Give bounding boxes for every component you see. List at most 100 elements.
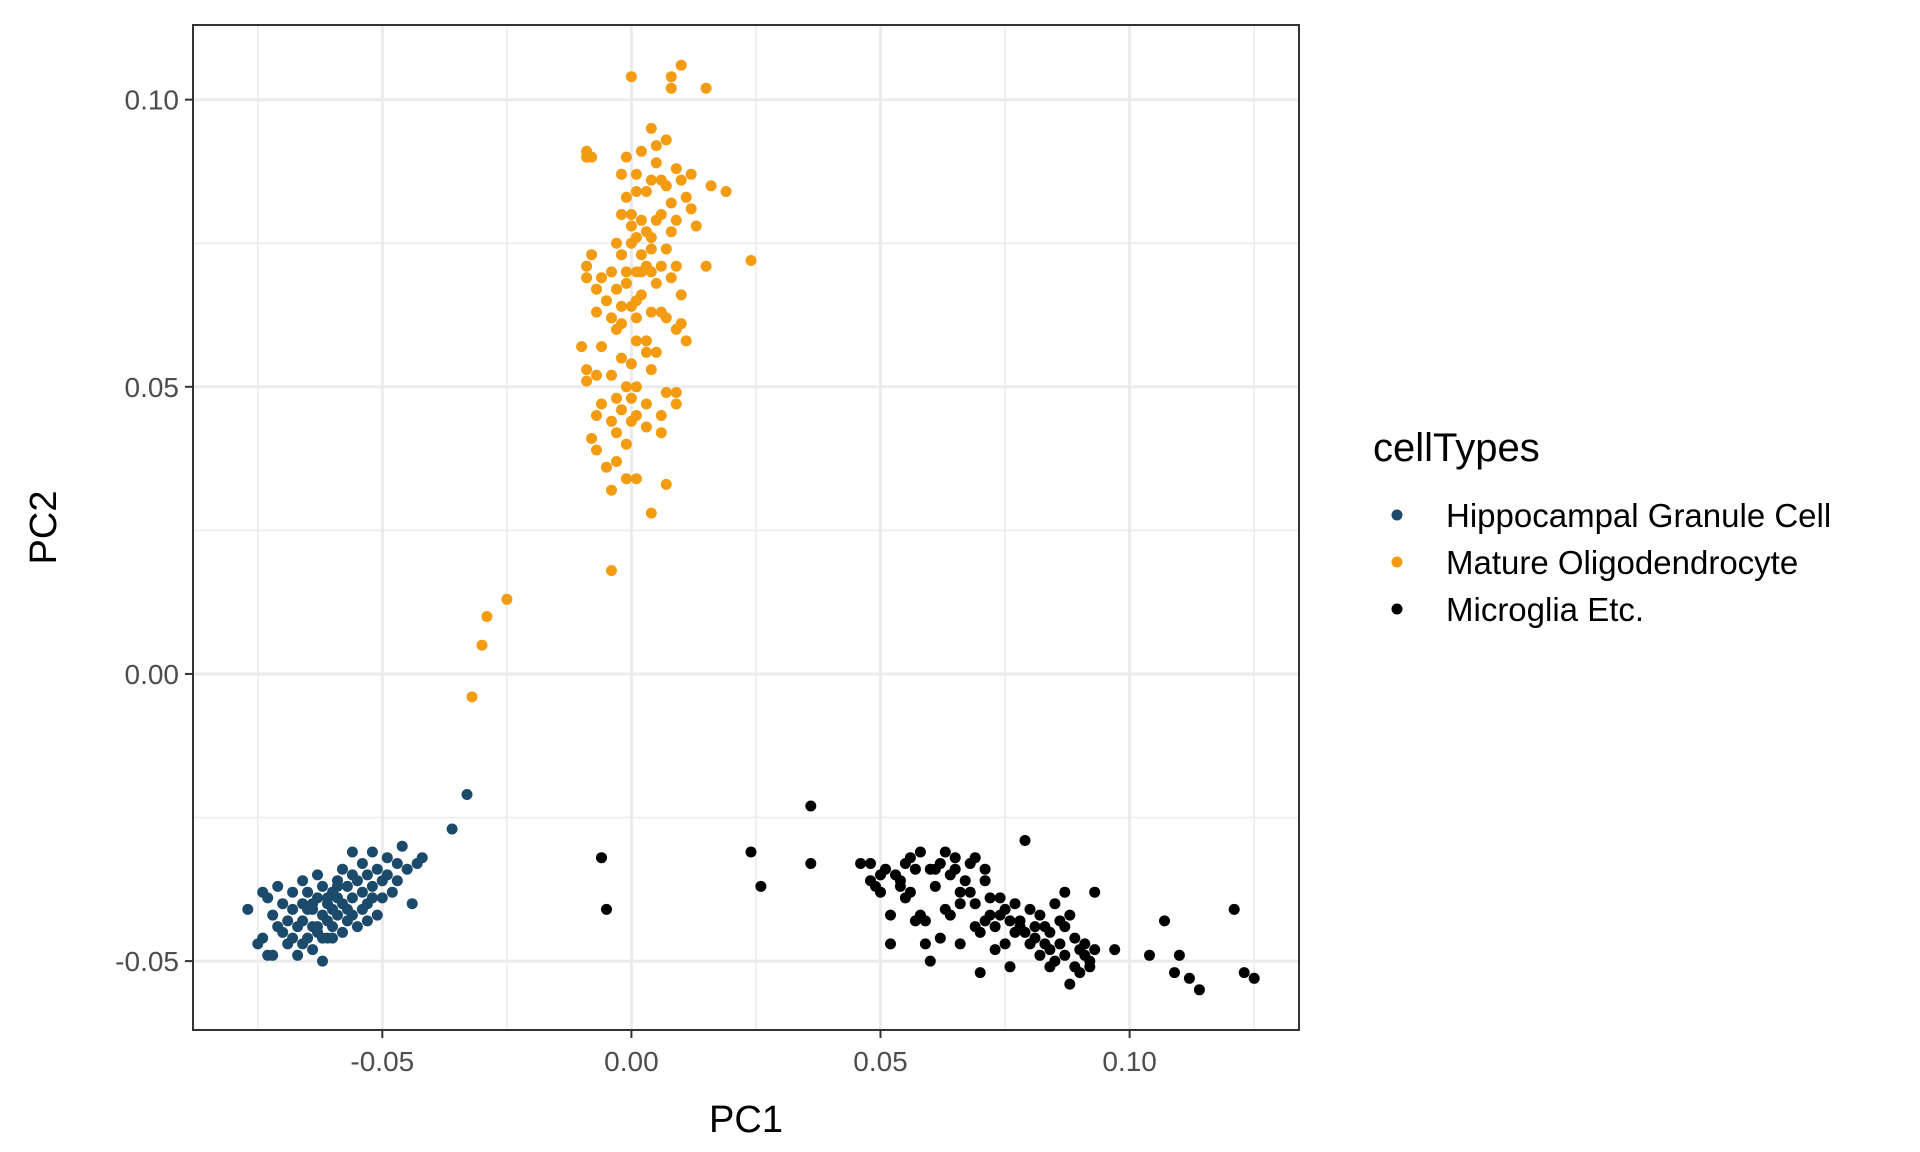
- data-point-series-1: [616, 352, 627, 364]
- data-point-series-2: [1169, 967, 1180, 979]
- data-point-series-1: [720, 186, 732, 197]
- data-point-series-2: [1059, 886, 1071, 898]
- data-point-series-2: [909, 863, 921, 875]
- data-point-series-1: [625, 358, 637, 370]
- data-point-series-1: [611, 392, 622, 404]
- data-point-series-1: [625, 392, 637, 404]
- data-point-series-1: [476, 639, 488, 651]
- data-point-series-1: [690, 220, 702, 232]
- data-point-series-2: [1059, 949, 1071, 961]
- plot-panel: [192, 24, 1300, 1031]
- data-point-series-1: [616, 318, 627, 330]
- data-point-series-1: [645, 174, 657, 186]
- data-point-series-2: [805, 858, 817, 869]
- y-tick-label: 0.00: [125, 659, 180, 690]
- legend-label-0: Hippocampal Granule Cell: [1446, 497, 1831, 534]
- data-point-series-1: [586, 151, 598, 163]
- data-point-series-2: [1049, 898, 1061, 910]
- data-point-series-2: [929, 880, 941, 892]
- data-point-series-2: [1054, 938, 1066, 950]
- data-point-series-2: [919, 915, 931, 927]
- data-point-series-2: [1074, 967, 1086, 979]
- x-tick-label: 0.00: [604, 1046, 659, 1077]
- data-point-series-2: [979, 875, 991, 887]
- data-point-series-1: [620, 151, 632, 163]
- legend: cellTypes Hippocampal Granule Cell Mature…: [1373, 426, 1831, 628]
- data-point-series-1: [670, 398, 682, 410]
- data-point-series-2: [1064, 909, 1076, 921]
- y-axis: -0.05 0.00 0.05 0.10: [115, 85, 193, 977]
- data-point-series-1: [685, 168, 697, 180]
- data-point-series-2: [1044, 944, 1056, 956]
- data-point-series-1: [616, 404, 627, 416]
- data-point-series-2: [939, 846, 951, 858]
- data-point-series-2: [949, 863, 961, 875]
- data-point-series-2: [875, 886, 886, 898]
- data-point-series-1: [606, 565, 617, 577]
- data-point-series-0: [356, 858, 368, 869]
- data-point-series-0: [307, 944, 319, 956]
- plot-panel-background: [193, 25, 1299, 1030]
- data-point-series-2: [904, 886, 916, 898]
- data-point-series-0: [366, 892, 378, 904]
- data-point-series-1: [606, 369, 617, 381]
- data-point-series-1: [625, 415, 637, 427]
- data-point-series-2: [979, 863, 991, 875]
- data-point-series-2: [601, 903, 612, 915]
- data-point-series-0: [337, 926, 348, 938]
- data-point-series-2: [596, 852, 607, 864]
- data-point-series-1: [650, 277, 662, 289]
- data-point-series-2: [909, 915, 921, 927]
- data-point-series-0: [322, 892, 333, 904]
- data-point-series-0: [371, 909, 383, 921]
- data-point-series-2: [999, 938, 1011, 950]
- data-point-series-1: [665, 197, 677, 209]
- data-point-series-1: [630, 381, 642, 393]
- data-point-series-2: [989, 944, 1001, 956]
- data-point-series-1: [620, 473, 632, 485]
- data-point-series-2: [1079, 938, 1091, 950]
- data-point-series-1: [591, 369, 602, 381]
- data-point-series-2: [944, 909, 956, 921]
- data-point-series-1: [591, 410, 602, 421]
- data-point-series-0: [391, 875, 403, 887]
- data-point-series-2: [914, 846, 926, 858]
- data-point-series-1: [645, 507, 657, 519]
- data-point-series-2: [984, 892, 996, 904]
- data-point-series-1: [630, 295, 642, 307]
- y-axis-title: PC2: [23, 491, 65, 565]
- data-point-series-2: [865, 858, 876, 869]
- data-point-series-1: [640, 346, 652, 358]
- data-point-series-2: [1228, 903, 1240, 915]
- data-point-series-2: [1089, 944, 1101, 956]
- data-point-series-0: [317, 880, 328, 892]
- data-point-series-1: [640, 335, 652, 347]
- data-point-series-2: [1044, 926, 1056, 938]
- data-point-series-2: [1024, 903, 1036, 915]
- data-point-series-0: [361, 869, 373, 881]
- data-point-series-1: [466, 691, 478, 703]
- minor-gridlines: [193, 25, 1299, 1030]
- data-point-series-1: [675, 289, 687, 301]
- data-point-series-2: [1009, 898, 1021, 910]
- data-point-series-1: [665, 272, 677, 284]
- data-point-series-2: [1144, 949, 1155, 961]
- data-point-series-1: [630, 312, 642, 324]
- data-point-series-1: [591, 283, 602, 295]
- data-point-series-1: [581, 272, 593, 284]
- legend-key-0: [1391, 509, 1403, 521]
- data-point-series-1: [611, 427, 622, 439]
- data-point-series-1: [601, 461, 612, 473]
- data-point-series-2: [1044, 961, 1056, 973]
- data-point-series-1: [670, 387, 682, 398]
- data-point-series-0: [317, 955, 328, 967]
- data-point-series-1: [581, 375, 593, 387]
- data-point-series-1: [630, 186, 642, 197]
- data-point-series-2: [855, 858, 867, 869]
- data-point-series-0: [332, 909, 343, 921]
- legend-label-2: Microglia Etc.: [1446, 591, 1644, 628]
- data-point-series-1: [616, 249, 627, 261]
- data-point-series-1: [635, 214, 647, 226]
- data-point-series-1: [655, 174, 667, 186]
- data-point-series-2: [1029, 932, 1041, 944]
